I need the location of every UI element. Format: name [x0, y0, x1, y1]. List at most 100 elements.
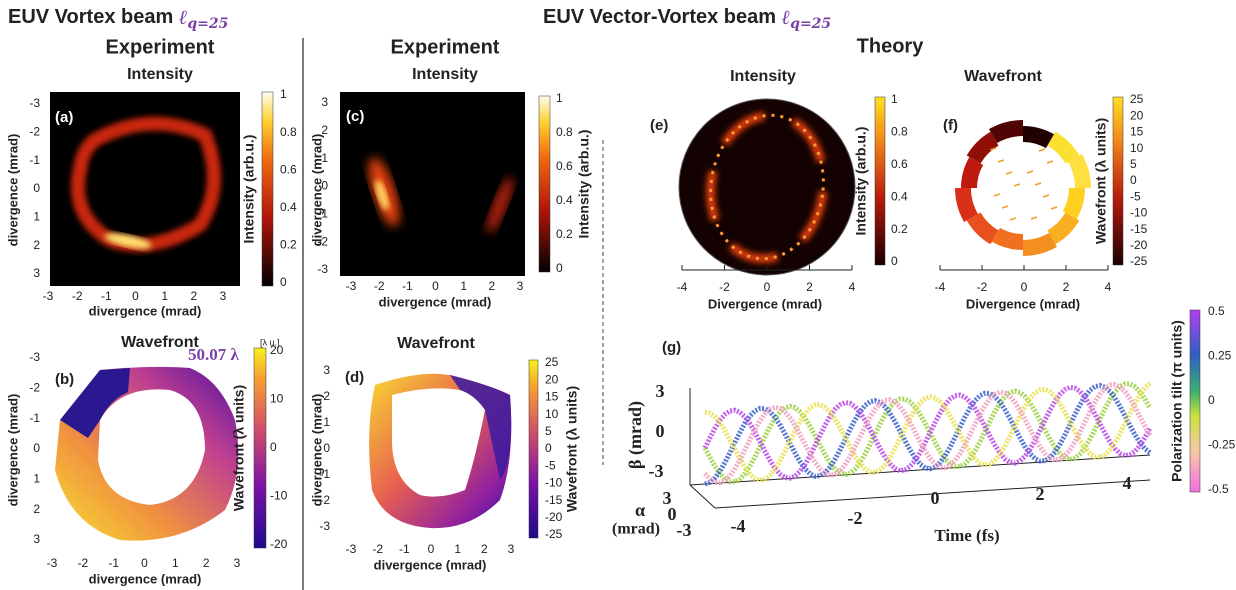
time-tick-label: 2	[1036, 484, 1045, 504]
panel-title: Intensity	[730, 68, 796, 85]
time-tick-label: 4	[1123, 473, 1132, 493]
x-tick-label: 1	[460, 279, 467, 293]
y-tick-label: 2	[33, 502, 40, 516]
colorbar	[529, 360, 538, 538]
section-title: Experiment	[106, 36, 215, 58]
y-tick-label: 3	[321, 95, 328, 109]
x-tick-label: 3	[234, 556, 241, 570]
x-axis-label: divergence (mrad)	[89, 571, 202, 586]
time-tick-label: -2	[848, 508, 863, 528]
colorbar-tick-label: -20	[270, 537, 288, 551]
x-tick-label: -4	[677, 280, 688, 294]
alpha-tick-label: 0	[668, 504, 677, 524]
panel-label: (e)	[650, 117, 668, 134]
header-symbol: ℓ	[782, 5, 791, 29]
colorbar	[539, 96, 550, 272]
colorbar-tick-label: 15	[1130, 125, 1144, 139]
x-axis-label: Divergence (mrad)	[966, 296, 1080, 311]
panel-label: (f)	[943, 117, 958, 134]
image-f	[945, 110, 1101, 266]
x-tick-label: -2	[372, 542, 383, 556]
colorbar-tick-label: 0.2	[891, 222, 908, 236]
x-tick-label: -1	[101, 289, 112, 303]
y-axis-label: divergence (mrad)	[5, 394, 20, 507]
y-tick-label: -1	[29, 411, 40, 425]
y-axis-label: divergence (mrad)	[309, 394, 324, 507]
x-tick-label: 1	[161, 289, 168, 303]
colorbar-tick-label: 0.25	[1208, 349, 1232, 363]
x-axis-label: divergence (mrad)	[89, 303, 202, 318]
y-tick-label: -2	[29, 381, 40, 395]
colorbar-label: Intensity (arb.u.)	[853, 127, 869, 236]
image-a	[50, 92, 240, 286]
alpha-label: (mrad)	[612, 521, 660, 538]
x-tick-label: 2	[190, 289, 197, 303]
header-title: EUV Vortex beam	[8, 6, 173, 28]
colorbar-tick-label: 0.5	[1208, 304, 1225, 318]
x-tick-label: 2	[488, 279, 495, 293]
x-tick-label: 0	[132, 289, 139, 303]
colorbar-tick-label: 5	[1130, 157, 1137, 171]
x-tick-label: 2	[203, 556, 210, 570]
header-symbol: ℓ	[179, 5, 188, 29]
colorbar-tick-label: -20	[545, 510, 563, 524]
colorbar-label: Polarization tilt (π units)	[1169, 320, 1185, 482]
panel-label: (g)	[662, 339, 681, 356]
colorbar-tick-label: -10	[270, 489, 288, 503]
colorbar-tick-label: 0	[280, 275, 287, 289]
image-e	[679, 99, 855, 275]
panel-label: (c)	[346, 108, 364, 125]
x-tick-label: -1	[108, 556, 119, 570]
header: EUV Vector-Vortex beam ℓq=25	[543, 5, 831, 33]
colorbar-tick-label: 0	[545, 441, 552, 455]
x-tick-label: 1	[454, 542, 461, 556]
panel-title: Intensity	[412, 66, 478, 83]
colorbar-tick-label: 0.2	[556, 227, 573, 241]
y-tick-label: -2	[29, 125, 40, 139]
time-label: Time (fs)	[934, 526, 999, 545]
colorbar-tick-label: -0.25	[1208, 438, 1236, 452]
colorbar-tick-label: 0.8	[280, 125, 297, 139]
colorbar-tick-label: -10	[1130, 206, 1148, 220]
colorbar-tick-label: 0.4	[556, 193, 573, 207]
colorbar-tick-label: 0.8	[556, 125, 573, 139]
colorbar-label: Wavefront (λ units)	[1093, 118, 1109, 244]
y-tick-label: -3	[29, 350, 40, 364]
colorbar-tick-label: -15	[1130, 222, 1148, 236]
x-tick-label: -3	[346, 279, 357, 293]
beta-tick-label: 3	[656, 381, 665, 401]
section-title: Experiment	[391, 36, 500, 58]
y-tick-label: 3	[323, 363, 330, 377]
x-tick-label: 2	[481, 542, 488, 556]
colorbar-tick-label: 0	[891, 254, 898, 268]
colorbar	[254, 348, 266, 548]
x-tick-label: -2	[977, 280, 988, 294]
colorbar	[1113, 97, 1123, 265]
colorbar-tick-label: -0.5	[1208, 482, 1229, 496]
section-title: Theory	[857, 35, 925, 57]
alpha-tick-label: -3	[677, 520, 692, 540]
y-tick-label: 0	[33, 441, 40, 455]
x-tick-label: -1	[402, 279, 413, 293]
colorbar-tick-label: 15	[545, 390, 559, 404]
image-c	[340, 92, 525, 276]
colorbar-tick-label: 0.6	[891, 157, 908, 171]
colorbar-tick-label: -20	[1130, 238, 1148, 252]
colorbar-tick-label: 0	[1208, 393, 1215, 407]
colorbar-tick-label: 25	[545, 355, 559, 369]
colorbar-label: Wavefront (λ units)	[231, 385, 247, 511]
colorbar-tick-label: -25	[545, 527, 563, 541]
colorbar-tick-label: -5	[545, 458, 556, 472]
y-tick-label: 1	[33, 210, 40, 224]
colorbar-tick-label: 0.2	[280, 238, 297, 252]
header-title: EUV Vector-Vortex beam	[543, 6, 776, 28]
y-axis-label: divergence (mrad)	[309, 134, 324, 247]
x-tick-label: 0	[141, 556, 148, 570]
x-tick-label: 0	[428, 542, 435, 556]
colorbar-tick-label: -15	[545, 493, 563, 507]
colorbar-tick-label: 20	[1130, 108, 1144, 122]
colorbar	[1190, 310, 1200, 492]
header-subscript: q=25	[187, 16, 228, 32]
y-tick-label: -3	[29, 96, 40, 110]
colorbar-tick-label: 5	[545, 424, 552, 438]
